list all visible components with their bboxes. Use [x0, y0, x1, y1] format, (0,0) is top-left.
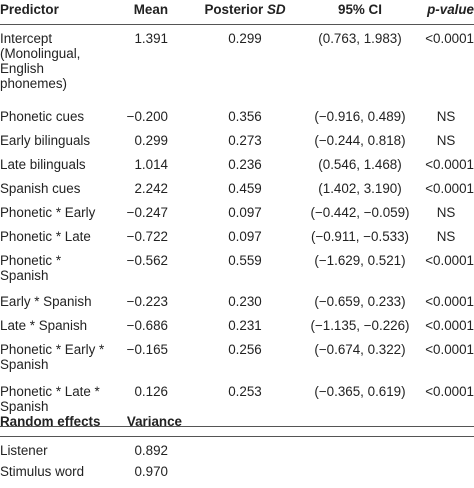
p-cell: NS: [436, 229, 456, 244]
mean-cell: −0.686: [126, 318, 168, 333]
header-pvalue: p-value: [427, 2, 474, 17]
header-posterior-sd: Posterior SD: [198, 2, 292, 17]
random-label-cell: Stimulus word: [0, 464, 85, 479]
sd-cell: 0.097: [228, 229, 262, 244]
ci-cell: (−0.916, 0.489): [314, 109, 406, 124]
ci-cell: (−0.659, 0.233): [314, 294, 406, 309]
p-cell: <0.0001: [425, 318, 474, 333]
random-section-rule: [0, 426, 474, 427]
header-rule: [0, 24, 474, 25]
predictor-cell: Phonetic * Late: [0, 229, 91, 244]
predictor-cell: Intercept (Monolingual, English phonemes…: [0, 31, 81, 91]
p-cell: <0.0001: [425, 342, 474, 357]
ci-cell: (−0.674, 0.322): [314, 342, 406, 357]
predictor-cell: Phonetic * Early: [0, 205, 96, 220]
ci-cell: (−0.442, −0.059): [310, 205, 410, 220]
header-posterior-prefix: Posterior: [204, 2, 267, 17]
mean-cell: −0.223: [126, 294, 168, 309]
p-cell: <0.0001: [425, 181, 474, 196]
predictor-cell: Late * Spanish: [0, 318, 88, 333]
ci-cell: (1.402, 3.190): [318, 181, 402, 196]
predictor-cell: Phonetic * Early * Spanish: [0, 342, 105, 372]
ci-cell: (−0.911, −0.533): [310, 229, 410, 244]
ci-cell: (−1.629, 0.521): [314, 253, 406, 268]
random-row: Stimulus word 0.970: [0, 464, 474, 488]
table-header: Predictor Mean Posterior SD 95% CI p-val…: [0, 2, 474, 26]
table-row: Late * Spanish −0.686 0.231 (−1.135, −0.…: [0, 318, 474, 342]
mean-cell: 2.242: [134, 181, 168, 196]
mean-cell: −0.165: [126, 342, 168, 357]
predictor-cell: Phonetic * Spanish: [0, 253, 62, 283]
table-row: Phonetic * Spanish −0.562 0.559 (−1.629,…: [0, 253, 474, 293]
table-row: Spanish cues 2.242 0.459 (1.402, 3.190) …: [0, 181, 474, 205]
sd-cell: 0.299: [228, 31, 262, 46]
mean-cell: 0.126: [134, 384, 168, 399]
table-row: Phonetic * Early −0.247 0.097 (−0.442, −…: [0, 205, 474, 229]
table-row: Early * Spanish −0.223 0.230 (−0.659, 0.…: [0, 294, 474, 318]
header-ci: 95% CI: [338, 2, 382, 17]
predictor-cell: Phonetic cues: [0, 109, 85, 124]
table-row: Phonetic * Early * Spanish −0.165 0.256 …: [0, 342, 474, 382]
sd-cell: 0.256: [228, 342, 262, 357]
table-row: Phonetic * Late * Spanish 0.126 0.253 (−…: [0, 384, 474, 424]
ci-cell: (−1.135, −0.226): [310, 318, 410, 333]
ci-cell: (−0.244, 0.818): [314, 133, 406, 148]
p-cell: <0.0001: [425, 253, 474, 268]
sd-cell: 0.356: [228, 109, 262, 124]
sd-cell: 0.253: [228, 384, 262, 399]
sd-cell: 0.559: [228, 253, 262, 268]
mean-cell: −0.722: [126, 229, 168, 244]
variance-label: Variance: [126, 414, 182, 429]
predictor-cell: Phonetic * Late * Spanish: [0, 384, 100, 414]
mean-cell: 0.299: [134, 133, 168, 148]
sd-cell: 0.230: [228, 294, 262, 309]
sd-cell: 0.459: [228, 181, 262, 196]
table-row: Phonetic cues −0.200 0.356 (−0.916, 0.48…: [0, 109, 474, 133]
header-predictor: Predictor: [0, 2, 59, 17]
header-sd-italic: SD: [266, 2, 286, 17]
table-row: Phonetic * Late −0.722 0.097 (−0.911, −0…: [0, 229, 474, 253]
predictor-cell: Spanish cues: [0, 181, 81, 196]
ci-cell: (−0.365, 0.619): [314, 384, 406, 399]
mean-cell: −0.247: [126, 205, 168, 220]
random-row: Listener 0.892: [0, 443, 474, 467]
random-effects-header: Random effects Variance: [0, 414, 474, 438]
p-cell: NS: [436, 205, 456, 220]
random-header-rule: [0, 436, 474, 437]
header-mean: Mean: [133, 2, 168, 17]
header-pvalue-italic: p-value: [427, 2, 474, 17]
mean-cell: −0.200: [126, 109, 168, 124]
p-cell: <0.0001: [425, 31, 474, 46]
table-row: Early bilinguals 0.299 0.273 (−0.244, 0.…: [0, 133, 474, 157]
variance-cell: 0.892: [134, 443, 168, 458]
variance-cell: 0.970: [134, 464, 168, 479]
predictor-cell: Early * Spanish: [0, 294, 92, 309]
random-effects-label: Random effects: [0, 414, 101, 429]
p-cell: NS: [436, 133, 456, 148]
p-cell: <0.0001: [425, 157, 474, 172]
sd-cell: 0.097: [228, 205, 262, 220]
sd-cell: 0.273: [228, 133, 262, 148]
mean-cell: −0.562: [126, 253, 168, 268]
p-cell: <0.0001: [425, 384, 474, 399]
predictor-cell: Early bilinguals: [0, 133, 91, 148]
ci-cell: (0.546, 1.468): [318, 157, 402, 172]
ci-cell: (0.763, 1.983): [318, 31, 402, 46]
table-row: Late bilinguals 1.014 0.236 (0.546, 1.46…: [0, 157, 474, 181]
predictor-cell: Late bilinguals: [0, 157, 86, 172]
p-cell: <0.0001: [425, 294, 474, 309]
mean-cell: 1.391: [134, 31, 168, 46]
sd-cell: 0.236: [228, 157, 262, 172]
mean-cell: 1.014: [134, 157, 168, 172]
p-cell: NS: [436, 109, 456, 124]
sd-cell: 0.231: [228, 318, 262, 333]
random-label-cell: Listener: [0, 443, 48, 458]
table-row: Intercept (Monolingual, English phonemes…: [0, 31, 474, 95]
